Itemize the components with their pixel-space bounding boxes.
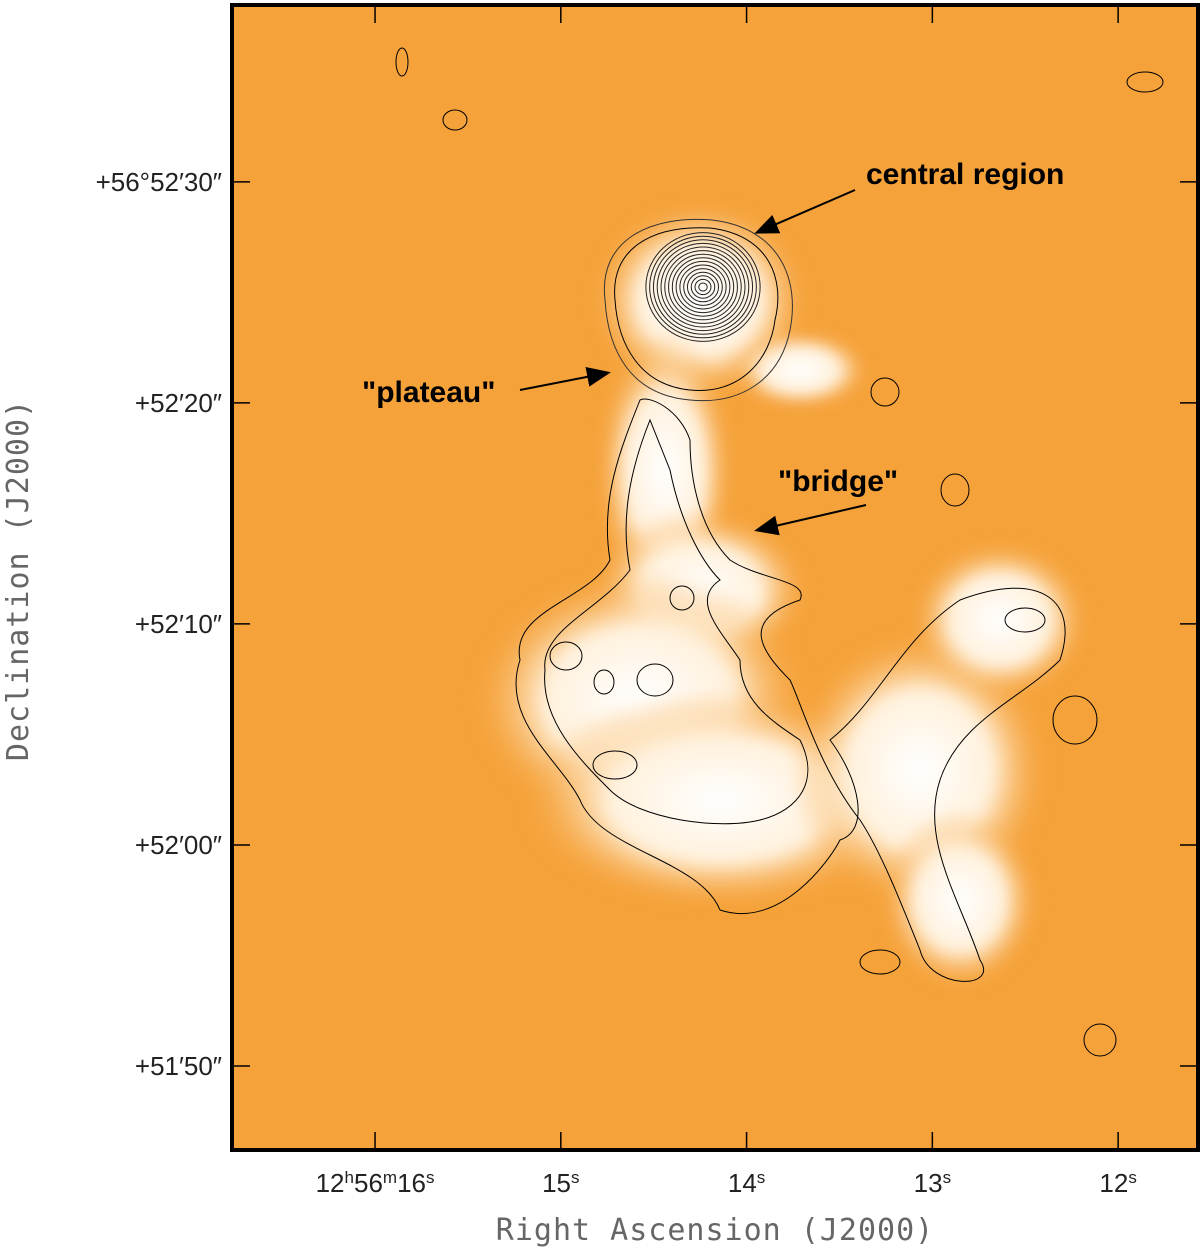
- y-tick-label: +51′50″: [135, 1051, 222, 1081]
- plot-frame: [230, 3, 1200, 1152]
- y-tick-label: +52′10″: [135, 609, 222, 639]
- annotation-arrow: [754, 504, 867, 536]
- annotation: central region: [866, 158, 1064, 191]
- y-tick-label: +52′20″: [135, 388, 222, 418]
- contour: [652, 239, 754, 335]
- contour: [683, 268, 723, 306]
- contour: [645, 232, 761, 342]
- contour: [679, 264, 727, 310]
- annotation: "plateau": [362, 376, 495, 409]
- axes: 12h56m16s 15s 14s 13s 12s +56°52′30″ +52′20″ +5…: [96, 5, 1198, 1198]
- x-tick-label: 12h56m16s: [316, 1168, 435, 1199]
- y-tick-label: +56°52′30″: [96, 167, 222, 197]
- y-axis-label: Declination (J2000): [1, 399, 36, 761]
- contour: [686, 271, 720, 303]
- contour: [698, 282, 708, 292]
- x-tick-label: 14s: [728, 1168, 765, 1199]
- contour: [668, 253, 738, 321]
- x-tick-label: 15s: [542, 1168, 579, 1199]
- contour: [649, 235, 757, 339]
- x-axis-label: Right Ascension (J2000): [496, 1213, 934, 1248]
- image: [232, 5, 1198, 1150]
- contour: [694, 278, 712, 296]
- annotation-arrow: [754, 189, 856, 234]
- x-tick-label: 12s: [1099, 1168, 1136, 1199]
- contours: [395, 47, 1164, 1057]
- annotation-arrow: [519, 367, 611, 391]
- emission: [470, 200, 1090, 990]
- x-tick-label: 13s: [914, 1168, 951, 1199]
- contour: [675, 260, 731, 314]
- annotation: "bridge": [778, 465, 898, 498]
- contour: [671, 257, 735, 317]
- contour: [660, 246, 746, 328]
- contour: [664, 250, 742, 324]
- contour: [656, 242, 750, 332]
- y-tick-label: +52′00″: [135, 830, 222, 860]
- contour: [690, 275, 716, 299]
